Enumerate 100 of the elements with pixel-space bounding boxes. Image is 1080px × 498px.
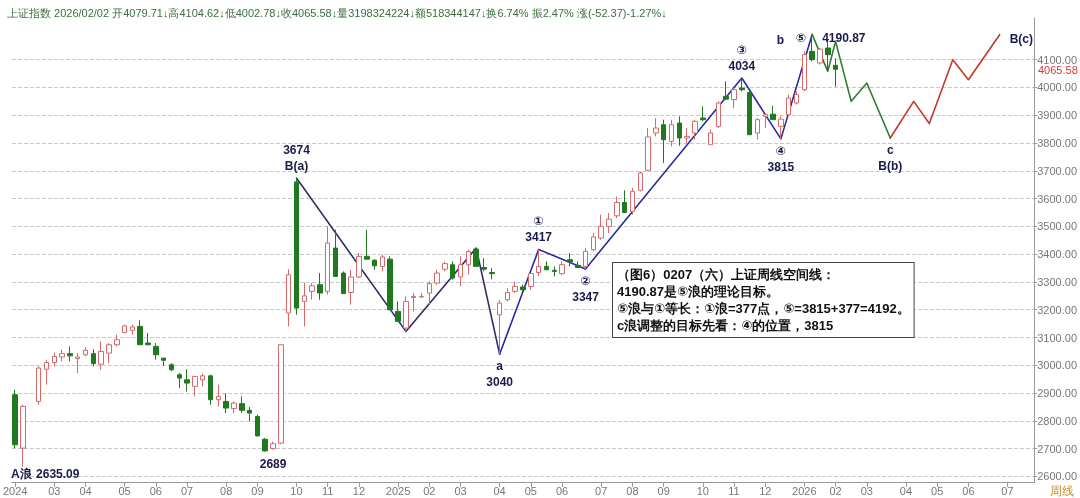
candlestick [692,119,698,141]
candlestick [262,437,268,453]
candlestick [638,170,643,192]
candlestick [536,248,541,277]
candlestick [302,282,307,327]
annotation: 3674 [283,143,311,158]
line-series [811,33,892,139]
candlestick [36,365,41,406]
x-tick-label: 10 [290,484,303,497]
x-tick-label: 09 [251,484,264,497]
x-tick-label: 2025 [385,484,411,497]
y-tick-label: 3700.00 [1037,164,1077,177]
candlestick [809,33,815,62]
candlestick [512,280,518,294]
candlestick [778,115,784,140]
annotation: a [496,359,504,374]
candlestick [591,232,596,252]
candlestick [270,440,276,451]
candlestick [12,389,18,449]
candlestick [544,260,549,271]
candlestick [239,395,245,414]
candlestick [356,252,362,279]
x-tick-label: 05 [118,484,131,497]
x-tick-label: 06 [962,484,975,497]
candlestick [411,292,416,312]
x-tick-label: 05 [524,484,537,497]
y-tick-label: 3300.00 [1037,275,1077,288]
candlestick [622,189,627,214]
candlestick [333,229,338,277]
candlestick [387,255,393,311]
annotation: A浪 [11,467,33,481]
candlestick [44,359,49,386]
candlestick [341,270,346,295]
y-tick-label: 4000.00 [1037,81,1077,94]
candlestick [739,77,745,92]
candlestick [434,269,440,286]
text: 周线 [1050,484,1074,498]
y-tick-label: 2700.00 [1037,442,1077,455]
candlestick [466,249,471,276]
x-tick-label: 06 [556,484,569,497]
candlestick [833,57,838,88]
x-tick-label: 09 [657,484,670,497]
annotation: 3417 [525,230,553,245]
annotation: B(a) [284,159,309,174]
candlestick [294,177,299,316]
candlestick [380,254,385,272]
candlestick [169,362,174,372]
candlestick [583,247,588,270]
candlestick [684,127,690,144]
annotation: ③ [736,43,747,58]
chart-title: 上证指数 2026/02/02 开4079.71↓高4104.62↓低4002.78↓收4065.58↓量3198324224↓额518344147↓换6.74% 振2.47% 涨(-52.37)-1.27%↓ [7,6,667,19]
y-tick-label: 3100.00 [1037,331,1077,344]
x-tick-label: 07 [595,484,608,497]
candlestick [669,119,674,147]
annotation: 3040 [486,375,514,390]
y-tick-label: 3500.00 [1037,220,1077,233]
candlestick [786,94,791,117]
candlestick [630,187,635,216]
candlestick [317,272,323,301]
annotation: ② [580,273,591,288]
candlestick [708,129,713,146]
candlestick [348,269,354,306]
candlestick [231,400,237,414]
x-tick-label: 03 [860,484,873,497]
x-tick-label: 2024 [2,484,28,497]
candlestick [75,352,80,374]
candlestick [20,404,26,468]
x-tick-label: 02 [829,484,842,497]
annotation: ① [533,214,544,229]
y-tick-label: 3400.00 [1037,248,1077,261]
x-tick-label: 12 [352,484,366,497]
candlestick [559,260,565,276]
x-tick-label: 08 [626,484,639,497]
y-tick-label: 4100.00 [1037,53,1077,66]
annotation: ⑤ [795,31,807,46]
x-tick-label: 04 [899,484,913,497]
candlestick [575,260,581,269]
candlestick [755,117,760,141]
x-tick-label: 08 [220,484,233,497]
candlestick [216,384,221,407]
annotation: B(b) [878,159,903,174]
candlestick [645,127,651,172]
y-tick-label: 3000.00 [1037,359,1077,372]
candlestick [286,268,291,327]
candlestick [552,265,557,277]
y-tick-label: 2800.00 [1037,414,1077,427]
annotation: c [886,143,894,158]
annotation: 2689 [259,456,287,471]
candlestick [161,357,166,367]
x-tick-label: 04 [493,484,506,497]
candlestick [731,87,737,109]
x-tick-label: 04 [79,484,92,497]
candlestick [208,374,213,406]
candlestick [403,295,409,332]
candlestick [309,282,315,301]
candlestick [450,260,455,281]
x-tick-label: 03 [454,484,467,497]
x-tick-label: 2026 [792,484,817,497]
candlestick [489,267,495,280]
x-tick-label: 02 [423,484,436,497]
